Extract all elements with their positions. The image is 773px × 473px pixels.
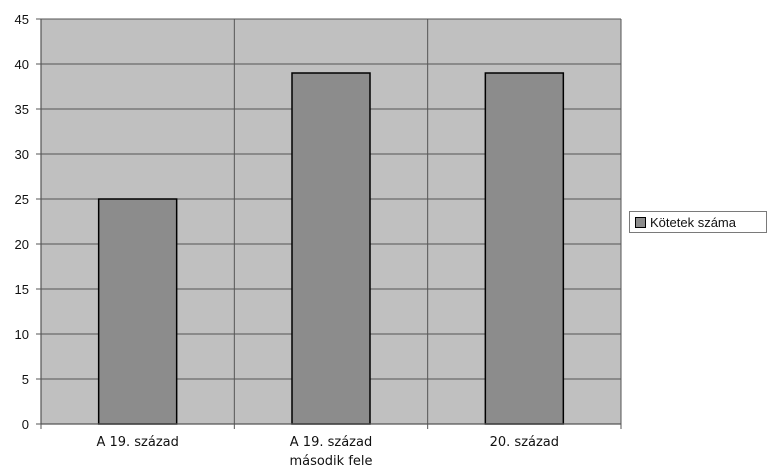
x-category-label: A 19. század második fele [289,435,372,469]
y-tick-label: 10 [15,327,29,342]
y-tick-label: 30 [15,147,29,162]
y-tick-label: 25 [15,192,29,207]
bars [97,72,565,425]
y-tick-label: 15 [15,282,29,297]
legend: Kötetek száma [629,211,767,233]
y-tick-label: 35 [15,102,29,117]
bar [291,72,371,425]
y-tick-label: 45 [15,12,29,27]
x-category-labels: A 19. század A 19. század második fele 20. … [96,435,559,469]
y-tick-label: 0 [22,417,29,432]
x-category-label-line: A 19. század [96,435,178,450]
axes [36,18,622,429]
x-category-label-line: A 19. század [290,435,372,450]
bar [97,198,178,425]
y-tick-labels: 0 5 10 15 20 25 30 35 40 45 [15,12,29,432]
legend-label: Kötetek száma [650,214,736,230]
y-tick-label: 5 [22,372,29,387]
bar [484,72,565,425]
legend-swatch [635,216,646,228]
y-tick-label: 20 [15,237,29,252]
x-category-label: A 19. század [96,435,178,450]
x-category-label: 20. század [490,435,559,450]
x-category-label-line: 20. század [490,435,559,450]
x-category-label-line: második fele [289,454,372,469]
y-tick-label: 40 [15,57,29,72]
